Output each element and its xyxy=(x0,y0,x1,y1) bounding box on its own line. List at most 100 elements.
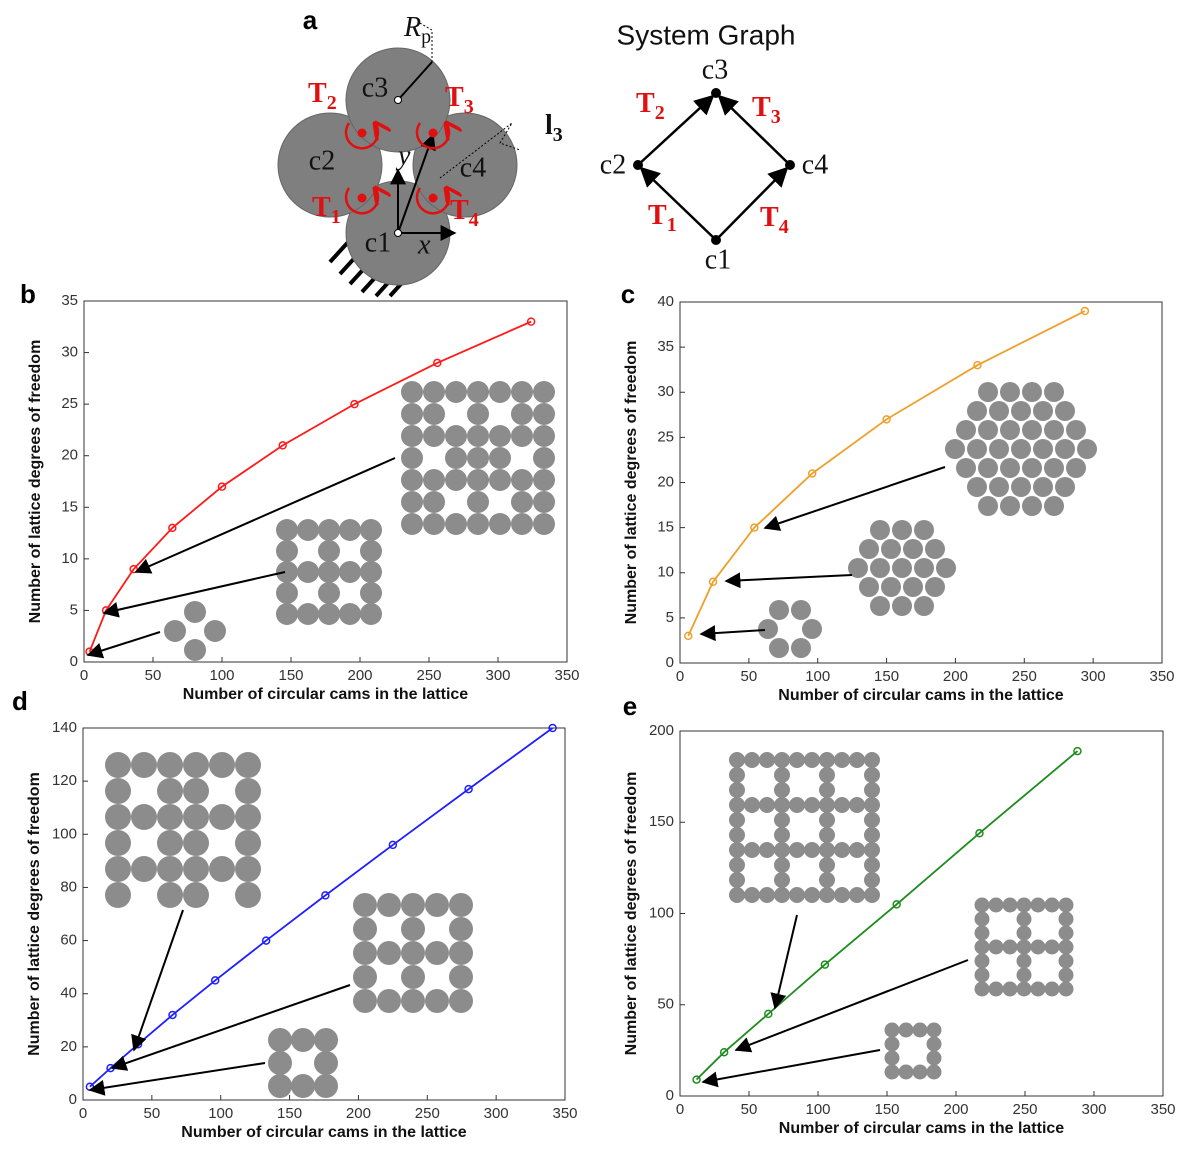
y-axis-label: Number of lattice degrees of freedom xyxy=(27,340,44,624)
cam-icon xyxy=(864,782,880,798)
cam-icon xyxy=(1055,477,1075,497)
cam-icon xyxy=(449,989,473,1013)
symbol: T xyxy=(636,88,655,119)
cam-icon xyxy=(1000,496,1020,516)
cam-icon xyxy=(401,469,423,491)
cam-icon xyxy=(291,1074,315,1098)
cam-icon xyxy=(235,830,261,856)
cam-icon xyxy=(975,968,990,983)
symbol: T xyxy=(760,202,779,233)
cam-icon xyxy=(1033,477,1053,497)
cam-icon xyxy=(449,917,473,941)
cam-label: c1 xyxy=(365,227,391,258)
cam-icon xyxy=(533,403,555,425)
cam-icon xyxy=(1045,898,1060,913)
subscript: 1 xyxy=(667,214,677,236)
cam-icon xyxy=(791,638,811,658)
cam-icon xyxy=(268,1074,292,1098)
cam-icon xyxy=(864,752,880,768)
cam-icon xyxy=(885,1065,900,1080)
cam-icon xyxy=(729,887,745,903)
cam-icon xyxy=(1066,458,1086,478)
node-label: c1 xyxy=(705,244,731,275)
cam-icon xyxy=(157,778,183,804)
x-tick-label: 50 xyxy=(741,1101,758,1118)
cam-icon xyxy=(445,447,467,469)
y-tick-label: 20 xyxy=(61,447,78,464)
vector-label: l3 xyxy=(545,110,563,145)
cam-icon xyxy=(859,577,879,597)
subscript: 3 xyxy=(553,124,563,146)
cam-icon xyxy=(209,804,235,830)
cam-icon xyxy=(913,1023,928,1038)
cam-icon xyxy=(1044,496,1064,516)
y-tick-label: 100 xyxy=(649,904,674,921)
x-axis-label: Number of circular cams in the lattice xyxy=(779,1120,1065,1137)
cam-icon xyxy=(423,469,445,491)
cam-icon xyxy=(183,882,209,908)
symbol: T xyxy=(648,200,667,231)
cam-icon xyxy=(1011,439,1031,459)
cam-icon xyxy=(759,752,775,768)
cam-icon xyxy=(1017,898,1032,913)
plot-area xyxy=(680,731,1163,1096)
cam-icon xyxy=(1055,401,1075,421)
cam-icon xyxy=(819,767,835,783)
cam-icon xyxy=(511,469,533,491)
cam-icon xyxy=(131,804,157,830)
cam-icon xyxy=(1011,477,1031,497)
cam-icon xyxy=(819,857,835,873)
subscript: p xyxy=(421,26,431,48)
x-tick-label: 0 xyxy=(676,668,684,685)
cam-icon xyxy=(467,381,489,403)
cam-icon xyxy=(899,1023,914,1038)
cam-icon xyxy=(864,797,880,813)
x-tick-label: 350 xyxy=(1149,668,1174,685)
cam-icon xyxy=(268,1051,292,1075)
node-label: c2 xyxy=(600,149,626,180)
cam-icon xyxy=(105,856,131,882)
y-tick-label: 10 xyxy=(61,550,78,567)
cam-icon xyxy=(975,912,990,927)
y-tick-label: 0 xyxy=(69,1091,77,1108)
cam-icon xyxy=(1017,968,1032,983)
cam-icon xyxy=(1017,954,1032,969)
cam-icon xyxy=(774,812,790,828)
cam-icon xyxy=(1044,458,1064,478)
y-tick-label: 0 xyxy=(666,1087,674,1104)
y-tick-label: 150 xyxy=(649,813,674,830)
cam-icon xyxy=(864,857,880,873)
y-tick-label: 50 xyxy=(657,996,674,1013)
x-tick-label: 0 xyxy=(80,667,88,684)
cam-icon xyxy=(339,561,361,583)
cam-icon xyxy=(881,577,901,597)
x-tick-label: 150 xyxy=(874,1101,899,1118)
y-tick-label: 10 xyxy=(657,564,674,581)
node-label: c3 xyxy=(702,54,728,85)
cam-icon xyxy=(318,582,340,604)
cam-icon xyxy=(235,882,261,908)
cam-icon xyxy=(105,882,131,908)
x-axis-label: Number of circular cams in the lattice xyxy=(181,1124,467,1141)
cam-icon xyxy=(353,917,377,941)
cam-icon xyxy=(989,982,1004,997)
cam-icon xyxy=(1066,420,1086,440)
cam-icon xyxy=(533,513,555,535)
x-tick-label: 250 xyxy=(415,1105,440,1122)
cam-icon xyxy=(511,513,533,535)
torque-label: T2 xyxy=(308,78,337,113)
cam-icon xyxy=(314,1051,338,1075)
cam-icon xyxy=(1022,458,1042,478)
cam-icon xyxy=(1059,912,1074,927)
cam-icon xyxy=(774,767,790,783)
cam-icon xyxy=(184,601,206,623)
cam-icon xyxy=(729,767,745,783)
cam-icon xyxy=(789,752,805,768)
chart: 05010015020025030035005101520253035Numbe… xyxy=(20,279,579,703)
cam-icon xyxy=(339,519,361,541)
cam-label: c2 xyxy=(309,145,335,176)
cam-icon xyxy=(449,965,473,989)
cam-icon xyxy=(183,830,209,856)
x-tick-label: 100 xyxy=(805,1101,830,1118)
